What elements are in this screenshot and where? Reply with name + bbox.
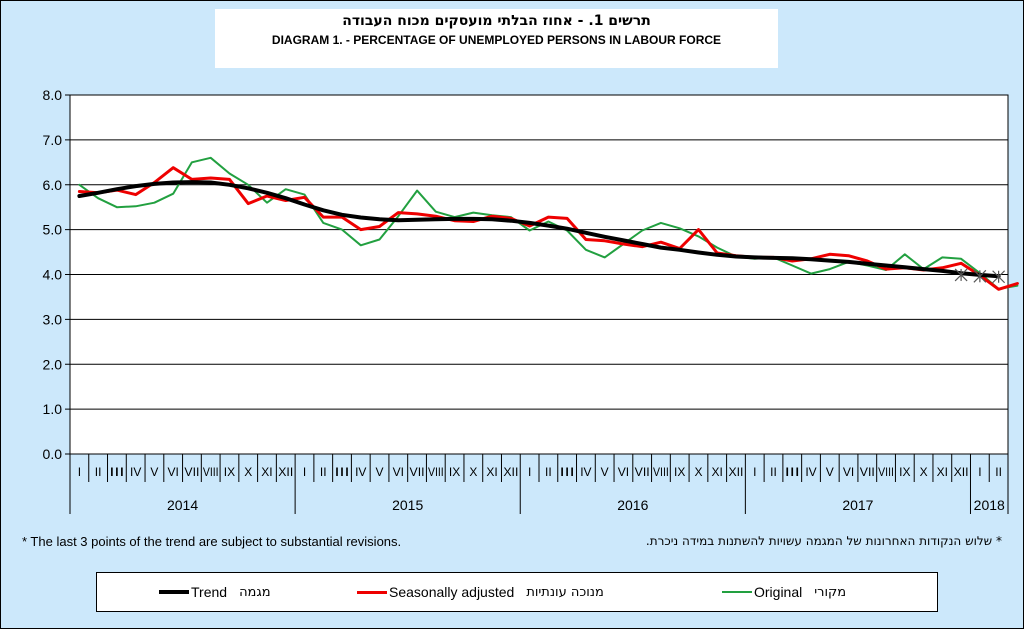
chart-title-box: תרשים 1. - אחוז הבלתי מועסקים מכוח העבוד…	[215, 9, 778, 68]
x-tick-label: IV	[580, 465, 591, 479]
y-tick-label: 4.0	[43, 267, 63, 283]
x-tick-label: XII	[728, 465, 743, 479]
grid-lines	[70, 139, 1008, 410]
legend-label-trend-he: מגמה	[239, 584, 271, 600]
x-tick-label: V	[150, 465, 158, 479]
y-tick-label: 0.0	[43, 446, 63, 462]
year-label: 2014	[167, 497, 198, 513]
x-tick-label: IX	[449, 465, 460, 479]
legend-item-trend: Trend מגמה	[159, 583, 271, 601]
y-axis: 0.0 1.0 2.0 3.0 4.0 5.0 6.0 7.0 8.0	[43, 87, 70, 462]
x-tick-label: V	[601, 465, 609, 479]
x-tick-label: X	[920, 465, 928, 479]
y-tick-label: 3.0	[43, 311, 63, 327]
trend-revision-marker	[973, 269, 987, 283]
trend-revision-marker	[954, 268, 968, 282]
x-tick-label: VII	[184, 465, 199, 479]
revision-note-english: * The last 3 points of the trend are sub…	[22, 534, 402, 549]
year-label: 2018	[974, 497, 1005, 513]
legend-swatch-original	[722, 591, 752, 593]
x-tick-label: XII	[954, 465, 969, 479]
legend-swatch-seasonally-adjusted	[357, 590, 387, 594]
x-tick-label: VI	[393, 465, 404, 479]
x-tick-label: III	[785, 465, 800, 479]
legend-label-original-he: מקורי	[814, 584, 847, 600]
x-tick-label: VII	[410, 465, 425, 479]
y-tick-label: 8.0	[43, 87, 63, 103]
trend-revision-marker	[992, 270, 1006, 284]
x-tick-label: IV	[355, 465, 366, 479]
x-tick-label: V	[826, 465, 834, 479]
series-line-trend	[77, 180, 1001, 279]
chart-title-hebrew: תרשים 1. - אחוז הבלתי מועסקים מכוח העבוד…	[342, 13, 651, 29]
x-tick-label: II	[770, 465, 777, 479]
x-tick-label: V	[376, 465, 384, 479]
legend-item-original: Original מקורי	[722, 583, 846, 601]
x-tick-label: III	[335, 465, 350, 479]
y-tick-label: 5.0	[43, 222, 63, 238]
legend-label-original-en: Original	[754, 584, 803, 600]
x-tick-label: VIII	[653, 465, 669, 479]
series-group	[77, 156, 1019, 291]
x-tick-label: XII	[503, 465, 518, 479]
legend-item-seasonally-adjusted: Seasonally adjusted מנוכה עונתיות	[357, 583, 604, 601]
y-tick-label: 7.0	[43, 132, 63, 148]
x-tick-label: VIII	[878, 465, 894, 479]
x-tick-label: IX	[899, 465, 910, 479]
chart-title-english: DIAGRAM 1. - PERCENTAGE OF UNEMPLOYED PE…	[271, 33, 722, 47]
y-tick-label: 6.0	[43, 177, 63, 193]
x-tick-label: VI	[168, 465, 179, 479]
x-tick-label: X	[469, 465, 477, 479]
x-tick-label: II	[320, 465, 327, 479]
x-tick-label: X	[244, 465, 252, 479]
legend-label-sa-en: Seasonally adjusted	[389, 584, 515, 600]
legend-label-sa-he: מנוכה עונתיות	[526, 584, 604, 600]
x-tick-label: I	[528, 465, 531, 479]
x-tick-label: I	[78, 465, 81, 479]
x-tick-label: I	[753, 465, 756, 479]
y-tick-label: 2.0	[43, 356, 63, 372]
x-tick-label: IX	[224, 465, 235, 479]
year-label: 2017	[842, 497, 873, 513]
y-tick-label: 1.0	[43, 401, 63, 417]
x-tick-label: II	[95, 465, 102, 479]
x-tick-label: XI	[261, 465, 272, 479]
x-tick-label: IX	[674, 465, 685, 479]
x-tick-label: X	[694, 465, 702, 479]
x-tick-label: III	[109, 465, 124, 479]
x-tick-label: IV	[130, 465, 141, 479]
x-tick-label: VIII	[428, 465, 444, 479]
legend-label-trend-en: Trend	[191, 584, 228, 600]
legend-swatch-trend	[159, 590, 189, 594]
x-tick-label: VIII	[203, 465, 219, 479]
x-axis: I II III IV V VI VII VIII IX X XI XII I II III IV V VI VII…	[69, 454, 1009, 514]
x-tick-label: VI	[618, 465, 629, 479]
x-tick-label: VII	[635, 465, 650, 479]
year-label: 2016	[617, 497, 648, 513]
revision-note-hebrew: * שלוש הנקודות האחרונות של המגמה עשויות …	[645, 534, 1002, 548]
x-tick-label: XI	[486, 465, 497, 479]
x-tick-label: II	[545, 465, 552, 479]
x-tick-label: XI	[937, 465, 948, 479]
legend: Trend מגמה Seasonally adjusted מנוכה עונ…	[96, 572, 938, 612]
x-tick-label: I	[978, 465, 981, 479]
x-tick-label: XI	[712, 465, 723, 479]
x-tick-label: VII	[860, 465, 875, 479]
x-tick-label: III	[560, 465, 575, 479]
x-tick-label: XII	[278, 465, 293, 479]
x-tick-label: II	[995, 465, 1002, 479]
x-tick-label: I	[303, 465, 306, 479]
x-tick-label: IV	[805, 465, 816, 479]
year-label: 2015	[392, 497, 423, 513]
x-tick-label: VI	[843, 465, 854, 479]
